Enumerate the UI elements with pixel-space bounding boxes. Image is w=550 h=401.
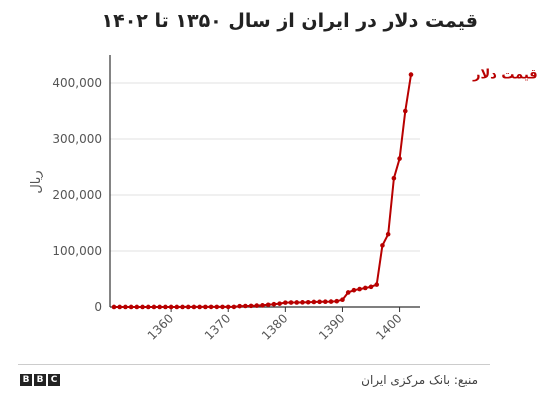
data-point [374, 282, 380, 287]
bbc-logo-b2: B [34, 374, 46, 386]
data-point [294, 300, 300, 305]
data-point [368, 284, 374, 290]
x-tick-label: 1380 [259, 311, 290, 342]
y-tick-label: 100,000 [52, 244, 102, 258]
data-point [340, 297, 345, 303]
data-point [357, 286, 362, 292]
data-point [180, 304, 185, 310]
source-note: منبع: بانک مرکزی ایران [361, 373, 478, 387]
data-point [197, 304, 202, 310]
data-point [243, 303, 248, 309]
x-tick-label: 1390 [316, 311, 347, 342]
data-point [328, 299, 334, 304]
data-point [397, 156, 402, 161]
y-tick-label: 0 [94, 300, 102, 314]
y-axis-ticks: 0 100,000 200,000 300,000 400,000 [52, 76, 102, 314]
data-point [203, 304, 208, 310]
footer-divider [18, 364, 490, 365]
data-point [185, 304, 191, 310]
x-tick-label: 1370 [202, 311, 233, 342]
data-point [260, 303, 265, 308]
series-label-dollar: قیمت دلار [472, 68, 538, 83]
data-point [214, 304, 220, 310]
data-point [128, 304, 134, 310]
bbc-logo-c: C [48, 374, 60, 386]
bbc-logo: B B C [20, 374, 60, 386]
data-point [380, 243, 385, 248]
data-point [288, 300, 294, 305]
data-point [271, 301, 277, 307]
x-axis-ticks: 1360 1370 1380 1390 1400 [145, 307, 405, 343]
data-point [237, 303, 242, 309]
data-point [363, 285, 368, 291]
data-point [391, 175, 397, 181]
data-point [145, 304, 151, 310]
data-point [385, 231, 391, 237]
y-axis-label: ریال [29, 170, 44, 193]
data-point [254, 303, 260, 308]
data-point [311, 299, 317, 305]
data-point [408, 72, 414, 77]
y-tick-label: 400,000 [52, 76, 102, 90]
data-point [305, 299, 311, 305]
data-point [111, 304, 117, 310]
y-tick-label: 300,000 [52, 132, 102, 146]
y-tick-label: 200,000 [52, 188, 102, 202]
series-line-dollar [114, 74, 412, 308]
gridlines [110, 82, 420, 252]
data-point [323, 299, 328, 305]
data-point [117, 304, 123, 310]
data-point [151, 304, 157, 310]
data-point [174, 304, 180, 310]
data-point [168, 304, 174, 310]
series-points [111, 72, 414, 310]
x-tick-label: 1360 [145, 311, 176, 342]
data-point [317, 299, 322, 305]
data-point [157, 304, 162, 310]
chart-title: قیمت دلار در ایران از سال ۱۳۵۰ تا ۱۴۰۲ [101, 10, 479, 32]
data-point [191, 304, 197, 310]
data-point [123, 304, 128, 310]
data-point [334, 298, 340, 304]
data-point [265, 302, 271, 308]
data-point [277, 301, 282, 306]
data-point [220, 304, 225, 310]
data-point [300, 300, 305, 305]
data-point [351, 287, 357, 293]
data-point [208, 304, 214, 310]
data-point [402, 108, 408, 114]
data-point [163, 304, 168, 310]
data-point [134, 304, 140, 310]
data-point [248, 303, 254, 309]
x-tick-label: 1400 [373, 311, 404, 342]
data-point [231, 304, 237, 310]
data-point [225, 304, 231, 310]
data-point [345, 290, 351, 295]
data-point [283, 300, 288, 305]
bbc-logo-b1: B [20, 374, 32, 386]
data-point [140, 304, 145, 310]
